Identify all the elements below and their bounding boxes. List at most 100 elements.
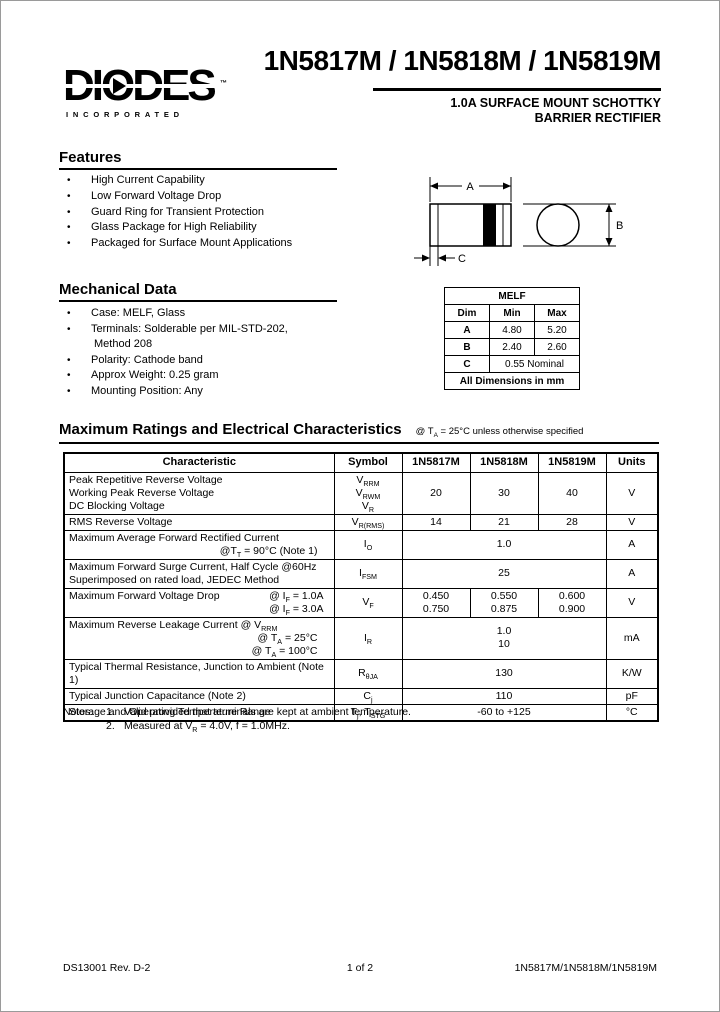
value-cell: 21 [469,513,539,531]
melf-header-cell: Dim [444,304,490,322]
melf-dimensions-table: MELF Dim Min Max A 4.80 5.20 B 2.40 2.60 C 0.55 Nom… [444,287,580,390]
melf-dim-cell: A [444,321,490,339]
part-number-title: 1N5817M / 1N5818M / 1N5819M [263,45,662,76]
units-cell: K/W [605,658,659,689]
notes-block: Notes: 1. Valid provided that terminals a… [63,705,411,734]
ratings-condition: @ TA = 25°C unless otherwise specified [415,426,584,439]
ratings-header-cell: Units [605,452,659,473]
condition-line: @ TA = 25°C [257,631,318,646]
footer-doc-number: DS13001 Rev. D-2 [63,962,151,974]
mechanical-line: Method 208 [94,338,153,350]
value-line: 0.750 [422,602,450,615]
value-cell: 20 [401,471,471,515]
symbol-line: VR [361,499,375,514]
characteristic-cell: Peak Repetitive Reverse Voltage Working P… [63,471,335,515]
characteristic-line: Storage and Operating Temperature Range [69,705,271,718]
logo-stripe [64,84,215,88]
ratings-header-row: Characteristic Symbol 1N5817M 1N5818M 1N5819… [63,452,659,473]
symbol-cell: VRRM VRWM VR [333,471,403,515]
cathode-band [483,204,496,246]
ratings-row: Maximum Forward Voltage Drop @ IF = 1.0A @… [63,587,659,618]
symbol-cell: Cj [333,687,403,705]
value-line: 14 [430,515,442,528]
units-cell: V [605,513,659,531]
melf-dim-cell: B [444,338,490,356]
mechanical-data-heading: Mechanical Data [59,281,337,302]
value-span-cell: 25 [401,558,607,589]
bullet-icon: • [67,238,71,250]
melf-min-cell: 4.80 [489,321,535,339]
mechanical-item: • Case: MELF, Glass [67,306,288,322]
mechanical-line: Polarity: Cathode band [91,353,203,366]
value-span-cell: -60 to +125 [401,703,607,721]
units-cell: mA [605,616,659,660]
mechanical-item: • Polarity: Cathode band [67,353,288,369]
package-drawing-icon: A C B [414,177,623,266]
symbol-line: RθJA [358,667,378,682]
value-span-cell: 1.0 [401,529,607,560]
footer-page-number: 1 of 2 [346,962,374,974]
symbol-cell: RθJA [333,658,403,689]
mechanical-line: Mounting Position: Any [91,384,203,397]
symbol-line: IFSM [359,567,377,582]
feature-text: Glass Package for High Reliability [91,221,257,234]
symbol-line: Tj, TSTG [350,705,386,720]
value-line: 130 [495,667,513,679]
condition-line: @ IF = 1.0A [269,589,324,604]
feature-item: • Low Forward Voltage Drop [67,189,292,205]
symbol-line: VRWM [355,486,381,501]
characteristic-line: RMS Reverse Voltage [69,515,173,528]
ratings-header-cell: Characteristic [63,452,335,473]
value-line: 1.0 [496,625,512,637]
melf-header-row: Dim Min Max [444,304,580,322]
mechanical-text: Mounting Position: Any [91,384,203,400]
symbol-line: VRRM [356,473,380,488]
subtitle-line2: BARRIER RECTIFIER [534,111,661,125]
logo-arrow-icon [113,78,126,94]
symbol-line: Cj [363,689,373,704]
condition-line: @TT = 90°C (Note 1) [219,544,318,559]
ratings-heading: Maximum Ratings and Electrical Character… [59,421,659,444]
characteristic-cell: Maximum Forward Voltage Drop @ IF = 1.0A @… [63,587,335,618]
value-line: 21 [498,515,510,528]
characteristic-cell: Maximum Forward Surge Current, Half Cycl… [63,558,335,589]
note-number: 1. [106,706,115,718]
feature-text: Low Forward Voltage Drop [91,189,222,202]
symbol-cell: IO [333,529,403,560]
mechanical-text: Terminals: Solderable per MIL-STD-202, Me… [91,322,288,353]
melf-min-cell: 2.40 [489,338,535,356]
value-line: -60 to +125 [477,705,531,718]
title-divider [373,88,661,91]
melf-header-cell: Max [534,304,580,322]
notes-label: Notes: [63,706,94,718]
value-span-cell: 110 [401,687,607,705]
value-line: 0.900 [558,602,586,615]
ratings-row: Storage and Operating Temperature Range T… [63,703,659,721]
bullet-icon: • [67,385,71,397]
symbol-line: VR(RMS) [351,515,385,530]
value-line: 0.875 [490,602,518,615]
melf-dim-cell: C [444,355,490,373]
characteristic-cell: Storage and Operating Temperature Range [63,703,335,721]
features-heading: Features [59,149,337,170]
doc-subtitle: 1.0A SURFACE MOUNT SCHOTTKY BARRIER RECT… [450,96,661,126]
ratings-row: Maximum Reverse Leakage Current @ VRRM @ … [63,616,659,660]
value-line: 0.600 [558,589,586,602]
units-cell: V [605,587,659,618]
value-cell: 14 [401,513,471,531]
characteristic-line: Maximum Forward Surge Current, Half Cycl… [69,560,317,573]
condition-line: @ IF = 3.0A [269,602,324,617]
characteristic-line: Typical Thermal Resistance, Junction to … [69,660,324,686]
value-span-cell: 130 [401,658,607,689]
mechanical-line: Terminals: Solderable per MIL-STD-202, [91,322,288,335]
value-line: 0.450 [422,589,450,602]
value-line: 25 [498,567,510,579]
symbol-cell: IR [333,616,403,660]
symbol-cell: VR(RMS) [333,513,403,531]
ratings-header-cell: 1N5817M [401,452,471,473]
units-cell: A [605,558,659,589]
ratings-header-cell: 1N5819M [537,452,607,473]
features-list: • High Current Capability • Low Forward Vol… [67,173,292,252]
ratings-row: Maximum Average Forward Rectified Curren… [63,529,659,560]
characteristic-cell: Maximum Average Forward Rectified Curren… [63,529,335,560]
